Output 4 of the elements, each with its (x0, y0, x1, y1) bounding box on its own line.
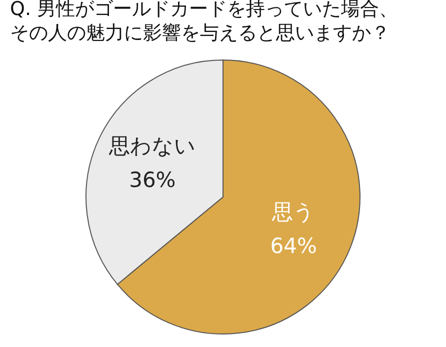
data-label: 36% (129, 168, 176, 192)
data-label: 64% (270, 234, 317, 258)
slice-label: 思う (271, 200, 316, 224)
slice-label: 思わない (108, 134, 196, 158)
